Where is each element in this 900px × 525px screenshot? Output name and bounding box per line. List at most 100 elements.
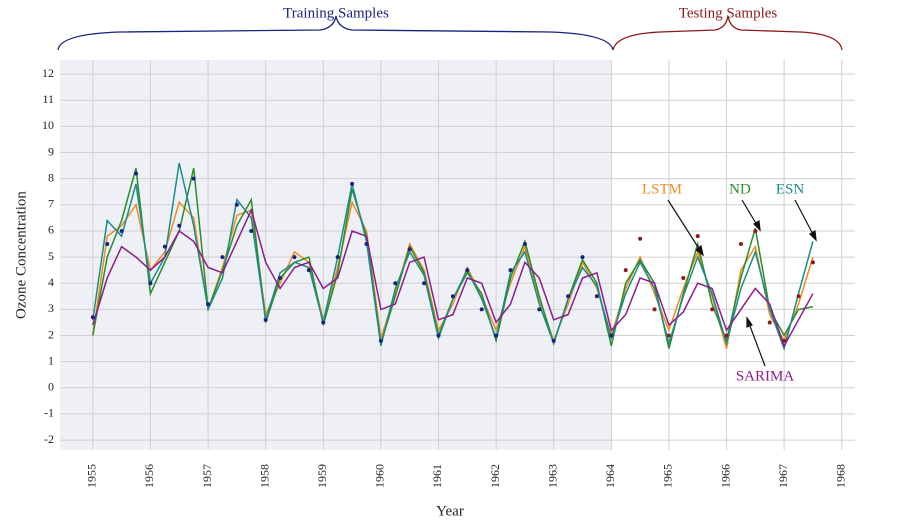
series-line	[92, 162, 814, 352]
sarima-label: SARIMA	[736, 368, 795, 384]
training-brace	[57, 15, 614, 51]
data-point	[206, 302, 211, 307]
data-point	[162, 244, 167, 249]
data-point	[393, 281, 398, 286]
y-tick-label: 0	[48, 380, 54, 394]
x-tick-label: 1962	[488, 464, 502, 488]
esn-label: ESN	[776, 181, 805, 197]
data-point	[292, 255, 297, 260]
annotations	[667, 199, 817, 367]
data-point	[364, 242, 369, 247]
y-tick-label: 7	[48, 197, 54, 211]
x-tick-label: 1955	[85, 464, 99, 488]
data-point	[177, 223, 182, 228]
arrow-head	[695, 244, 704, 257]
data-point	[551, 338, 556, 343]
testing-label: Testing Samples	[679, 5, 778, 21]
data-point	[278, 276, 283, 281]
data-point	[753, 228, 758, 233]
data-point	[580, 255, 585, 260]
arrow-head	[746, 316, 753, 328]
x-tick-label: 1963	[545, 464, 559, 488]
data-point	[105, 242, 110, 247]
data-point	[134, 171, 139, 176]
data-point	[321, 320, 326, 325]
arrow	[667, 199, 704, 256]
data-point	[407, 247, 412, 252]
data-point	[220, 255, 225, 260]
x-tick-label: 1958	[257, 464, 271, 488]
x-tick-label: 1968	[834, 464, 848, 488]
data-point	[436, 333, 441, 338]
data-point	[90, 315, 95, 320]
x-tick-label: 1967	[776, 464, 790, 488]
data-point	[465, 268, 470, 273]
y-tick-label: 11	[42, 92, 54, 106]
data-point	[479, 307, 484, 312]
data-point	[638, 236, 643, 241]
x-tick-label: 1957	[200, 464, 214, 488]
data-point	[119, 228, 124, 233]
y-axis-title: Ozone Concentration	[13, 191, 29, 319]
y-tick-label: 6	[48, 223, 54, 237]
data-point	[522, 242, 527, 247]
data-point	[796, 294, 801, 299]
y-tick-label: 2	[48, 327, 54, 341]
data-point	[738, 242, 743, 247]
data-point	[249, 228, 254, 233]
x-tick-label: 1961	[430, 464, 444, 488]
series-line	[92, 207, 814, 348]
data-point	[306, 268, 311, 273]
data-point	[767, 320, 772, 325]
data-point	[148, 281, 153, 286]
y-tick-label: 8	[48, 170, 54, 184]
x-axis-title: Year	[436, 503, 464, 519]
data-point	[350, 181, 355, 186]
data-point	[378, 338, 383, 343]
data-point	[810, 260, 815, 265]
data-point	[594, 294, 599, 299]
y-tick-label: 1	[48, 353, 54, 367]
y-tick-label: 12	[42, 66, 54, 80]
data-point	[681, 276, 686, 281]
data-point	[508, 268, 513, 273]
y-tick-label: -1	[44, 406, 54, 420]
data-point	[450, 294, 455, 299]
data-point	[422, 281, 427, 286]
data-point	[609, 333, 614, 338]
data-point	[710, 307, 715, 312]
nd-label: ND	[729, 181, 751, 197]
data-point	[782, 338, 787, 343]
x-tick-label: 1964	[603, 464, 617, 488]
y-tick-label: -2	[44, 432, 54, 446]
x-tick-label: 1966	[718, 464, 732, 488]
data-point	[695, 234, 700, 239]
y-tick-label: 3	[48, 301, 54, 315]
y-tick-label: 5	[48, 249, 54, 263]
training-label: Training Samples	[283, 5, 389, 21]
data-point	[335, 255, 340, 260]
x-tick-label: 1956	[142, 464, 156, 488]
arrow-head	[753, 220, 761, 232]
lstm-label: LSTM	[642, 181, 682, 197]
data-point	[263, 317, 268, 322]
y-tick-label: 4	[48, 275, 54, 289]
data-point	[537, 307, 542, 312]
data-point	[234, 202, 239, 207]
data-point	[623, 268, 628, 273]
x-tick-label: 1965	[661, 464, 675, 488]
data-point	[652, 307, 657, 312]
data-point	[724, 333, 729, 338]
data-point	[191, 176, 196, 181]
x-tick-label: 1960	[373, 464, 387, 488]
y-tick-label: 9	[48, 144, 54, 158]
data-point	[566, 294, 571, 299]
x-tick-label: 1959	[315, 464, 329, 488]
y-tick-label: 10	[42, 118, 54, 132]
testing-brace	[612, 15, 843, 51]
arrow-head	[809, 230, 817, 242]
data-point	[494, 333, 499, 338]
data-point	[666, 333, 671, 338]
